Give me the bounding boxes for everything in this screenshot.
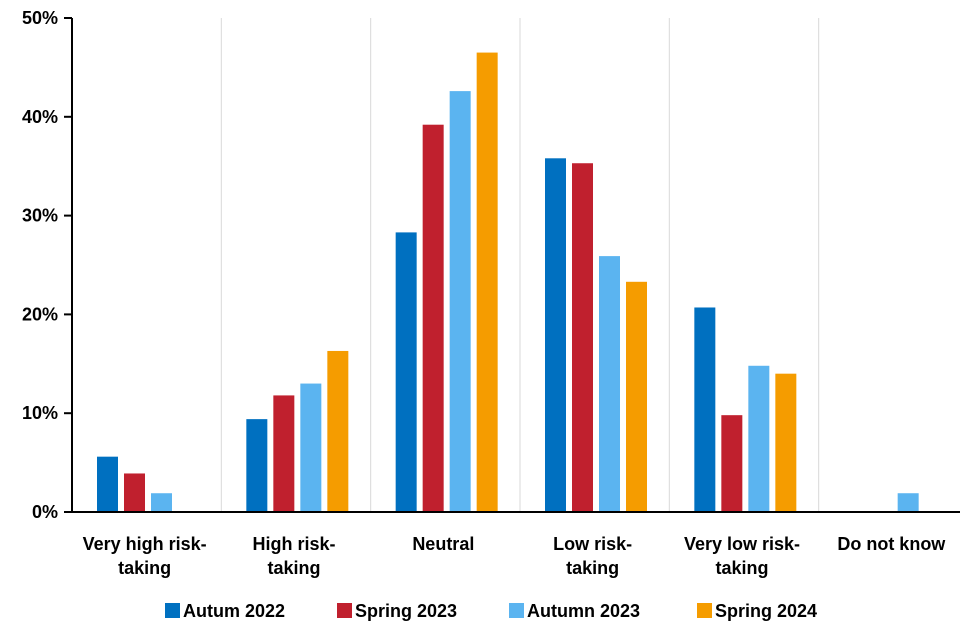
x-tick-label: Neutral: [412, 534, 474, 554]
bar-1-3: [395, 232, 417, 512]
bar-3-6: [897, 493, 919, 512]
y-ticks: 0% 10% 20% 30% 40% 50%: [22, 8, 72, 522]
x-tick-label: Very low risk-taking: [684, 534, 800, 578]
bar-1-4: [545, 158, 566, 512]
x-tick-label: Very high risk-taking: [83, 534, 207, 578]
bar-2-3: [422, 124, 444, 512]
legend-swatch: [165, 603, 180, 618]
bar-2-4: [572, 163, 593, 512]
y-tick-label: 50%: [22, 8, 58, 28]
bar-3-5: [748, 365, 770, 512]
y-tick-label: 10%: [22, 403, 58, 423]
legend-swatch: [697, 603, 712, 618]
bar-1-2: [246, 419, 268, 512]
x-tick-labels: Very high risk-taking High risk-taking Neu…: [83, 534, 947, 578]
x-tick-label: Do not know: [837, 534, 946, 554]
bar-1-5: [694, 307, 716, 512]
bar-3-1: [151, 493, 172, 512]
y-tick-label: 20%: [22, 304, 58, 324]
bar-3-2: [300, 383, 322, 512]
category-separators: [220, 18, 820, 512]
legend: Autum 2022 Spring 2023 Autumn 2023 Spring 2…: [165, 601, 817, 621]
bar-1-1: [97, 456, 118, 512]
bar-4-4: [626, 281, 647, 512]
axes: [71, 18, 960, 513]
bar-4-2: [327, 350, 349, 512]
bar-3-4: [599, 256, 620, 512]
bar-3-3: [449, 91, 471, 512]
bar-4-3: [476, 52, 498, 513]
bar-2-5: [721, 415, 743, 512]
x-tick-label: High risk-taking: [252, 534, 335, 578]
legend-label: Spring 2023: [355, 601, 457, 621]
y-tick-label: 40%: [22, 107, 58, 127]
bar-4-5: [775, 373, 797, 512]
legend-label: Spring 2024: [715, 601, 817, 621]
bars: [97, 52, 919, 513]
legend-label: Autum 2022: [183, 601, 285, 621]
y-tick-label: 0%: [32, 502, 58, 522]
legend-label: Autumn 2023: [527, 601, 640, 621]
bar-2-1: [124, 473, 145, 512]
x-tick-label: Low risk-taking: [553, 534, 632, 578]
legend-swatch: [509, 603, 524, 618]
bar-2-2: [273, 395, 295, 512]
legend-swatch: [337, 603, 352, 618]
y-tick-label: 30%: [22, 206, 58, 226]
